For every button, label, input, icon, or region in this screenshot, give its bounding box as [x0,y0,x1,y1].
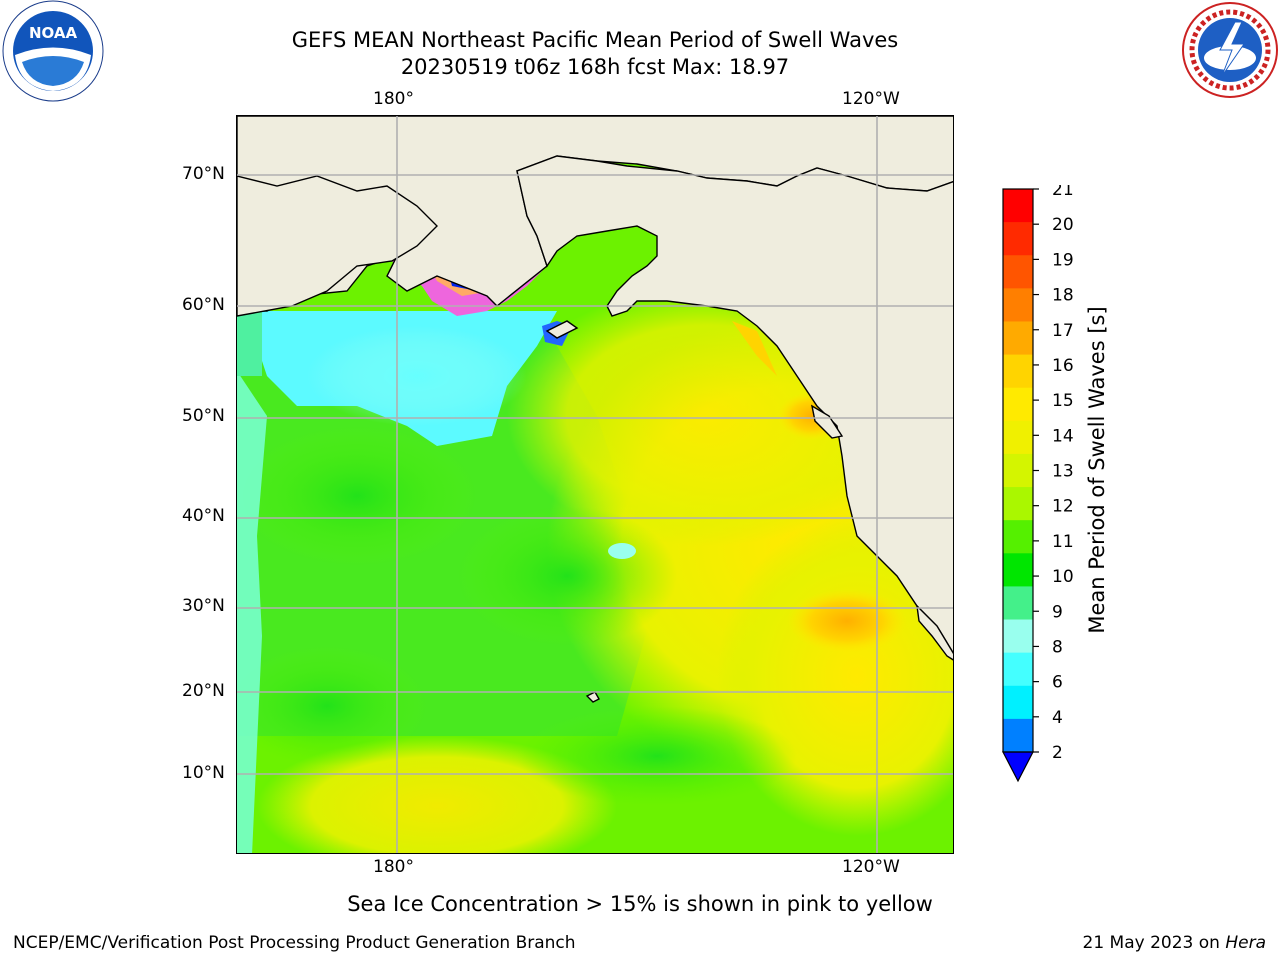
noaa-logo: NOAA [2,0,104,102]
lat-label-10n: 10°N [182,763,225,783]
colorbar-segment [1003,586,1033,621]
colorbar-segment [1003,189,1033,223]
lat-label-20n: 20°N [182,681,225,701]
colorbar-segment [1003,321,1033,356]
lat-label-70n: 70°N [182,164,225,184]
colorbar-tick-label: 12 [1052,497,1074,517]
colorbar-tick-label: 4 [1052,708,1063,728]
lat-label-40n: 40°N [182,506,225,526]
date-line: 21 May 2023 on Hera [1083,933,1267,953]
colorbar-extend-arrow [1002,751,1034,783]
land [237,116,953,703]
colorbar-segment [1003,453,1033,488]
colorbar-segment [1003,487,1033,521]
map-panel [236,115,954,854]
colorbar-tick-label: 10 [1052,567,1074,587]
colorbar-segment [1003,685,1033,720]
colorbar-tick-label: 21 [1052,185,1074,200]
colorbar-segment [1003,288,1033,322]
lon-label-bottom-120w: 120°W [842,857,900,877]
colorbar: 21 20 19 18 17 16 15 14 13 12 11 10 9 8 6 4 2 [1002,185,1074,783]
colorbar-tick-label: 9 [1052,602,1063,622]
host-name: Hera [1225,933,1266,953]
credit-line: NCEP/EMC/Verification Post Processing Pr… [13,933,576,953]
sea-ice-note: Sea Ice Concentration > 15% is shown in … [347,892,933,916]
colorbar-tick-label: 2 [1052,743,1063,763]
colorbar-segment [1003,520,1033,554]
lat-label-50n: 50°N [182,406,225,426]
date-text: 21 May 2023 on [1082,933,1226,953]
colorbar-segment [1003,652,1033,687]
land-alaska [516,155,953,655]
colorbar-segment [1003,420,1033,455]
colorbar-tick-label: 19 [1052,250,1074,270]
noaa-logo-text: NOAA [29,24,78,42]
colorbar-tick-label: 17 [1052,321,1074,341]
colorbar-tick-label: 20 [1052,215,1074,235]
chart-subtitle: 20230519 t06z 168h fcst Max: 18.97 [400,55,790,79]
colorbar-tick-label: 15 [1052,391,1074,411]
colorbar-tick-label: 13 [1052,462,1074,482]
colorbar-segment [1003,619,1033,654]
lon-label-top-180: 180° [373,89,414,109]
colorbar-tick-label: 11 [1052,532,1074,552]
colorbar-segment [1003,387,1033,422]
orange-patch-baja [787,589,907,653]
graticule [237,116,953,853]
western-cyan-edge [237,371,267,853]
chart-title: GEFS MEAN Northeast Pacific Mean Period … [291,28,899,52]
colorbar-segment [1003,718,1033,753]
colorbar-segment [1003,553,1033,587]
colorbar-tick-label: 18 [1052,286,1074,306]
lon-label-top-120w: 120°W [842,89,900,109]
colorbar-tick-label: 16 [1052,356,1074,376]
land-baja [916,604,953,661]
nws-logo [1182,2,1278,98]
colorbar-segment [1003,255,1033,289]
colorbar-segment [1003,222,1033,256]
colorbar-tick-label: 14 [1052,426,1074,446]
colorbar-tick-label: 6 [1052,673,1063,693]
lat-label-60n: 60°N [182,295,225,315]
colorbar-label: Mean Period of Swell Waves [s] [1085,306,1109,634]
colorbar-tick-label: 8 [1052,637,1063,657]
land-chukotka [237,175,438,317]
land-hawaii [585,691,600,703]
lat-label-30n: 30°N [182,596,225,616]
colorbar-segment [1003,354,1033,389]
swell-period-map [237,116,953,853]
lon-label-bottom-180: 180° [373,857,414,877]
